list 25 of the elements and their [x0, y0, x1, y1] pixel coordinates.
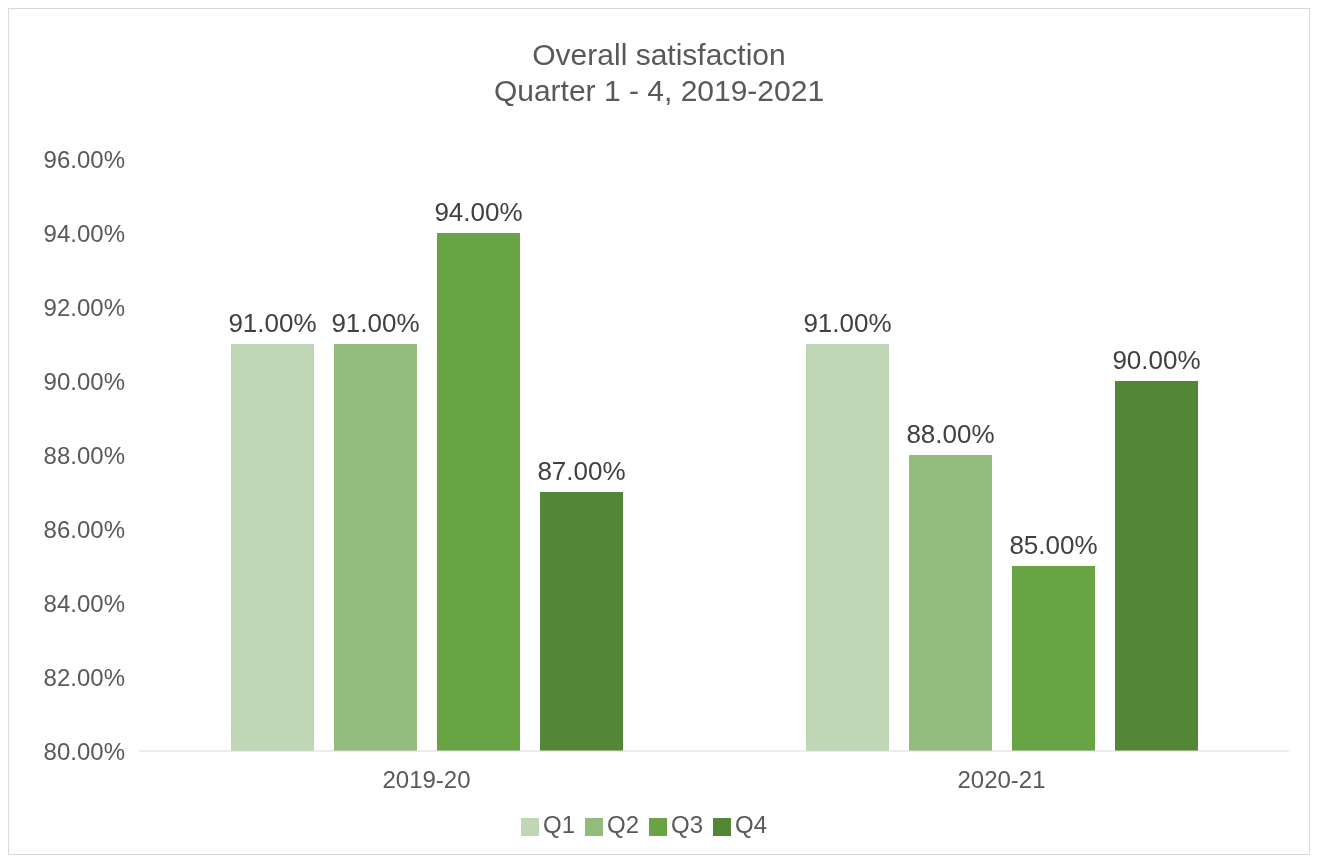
y-tick-label: 88.00%: [43, 441, 125, 469]
x-tick-label: 2020-21: [957, 766, 1046, 794]
data-label: 87.00%: [537, 456, 626, 486]
data-label: 91.00%: [331, 308, 420, 338]
legend-label: Q4: [735, 811, 768, 838]
legend-label: Q3: [671, 811, 704, 838]
data-label: 91.00%: [803, 308, 892, 338]
chart-title: Overall satisfaction: [531, 37, 787, 73]
legend-label: Q1: [542, 811, 575, 838]
y-tick-label: 90.00%: [43, 367, 125, 395]
legend-label: Q2: [606, 811, 639, 838]
y-tick-label: 86.00%: [43, 515, 125, 543]
data-label: 91.00%: [228, 308, 317, 338]
y-tick-label: 84.00%: [43, 589, 125, 617]
data-label: 94.00%: [434, 197, 523, 227]
chart-subtitle: Quarter 1 - 4, 2019-2021: [492, 73, 826, 109]
data-label: 88.00%: [906, 419, 995, 449]
y-tick-label: 80.00%: [43, 737, 125, 765]
x-tick-label: 2019-20: [382, 766, 471, 794]
y-tick-label: 92.00%: [43, 293, 125, 321]
y-tick-label: 96.00%: [43, 145, 125, 173]
y-tick-label: 82.00%: [43, 663, 125, 691]
data-label: 90.00%: [1112, 345, 1201, 375]
data-label: 85.00%: [1009, 530, 1098, 560]
y-tick-label: 94.00%: [43, 219, 125, 247]
